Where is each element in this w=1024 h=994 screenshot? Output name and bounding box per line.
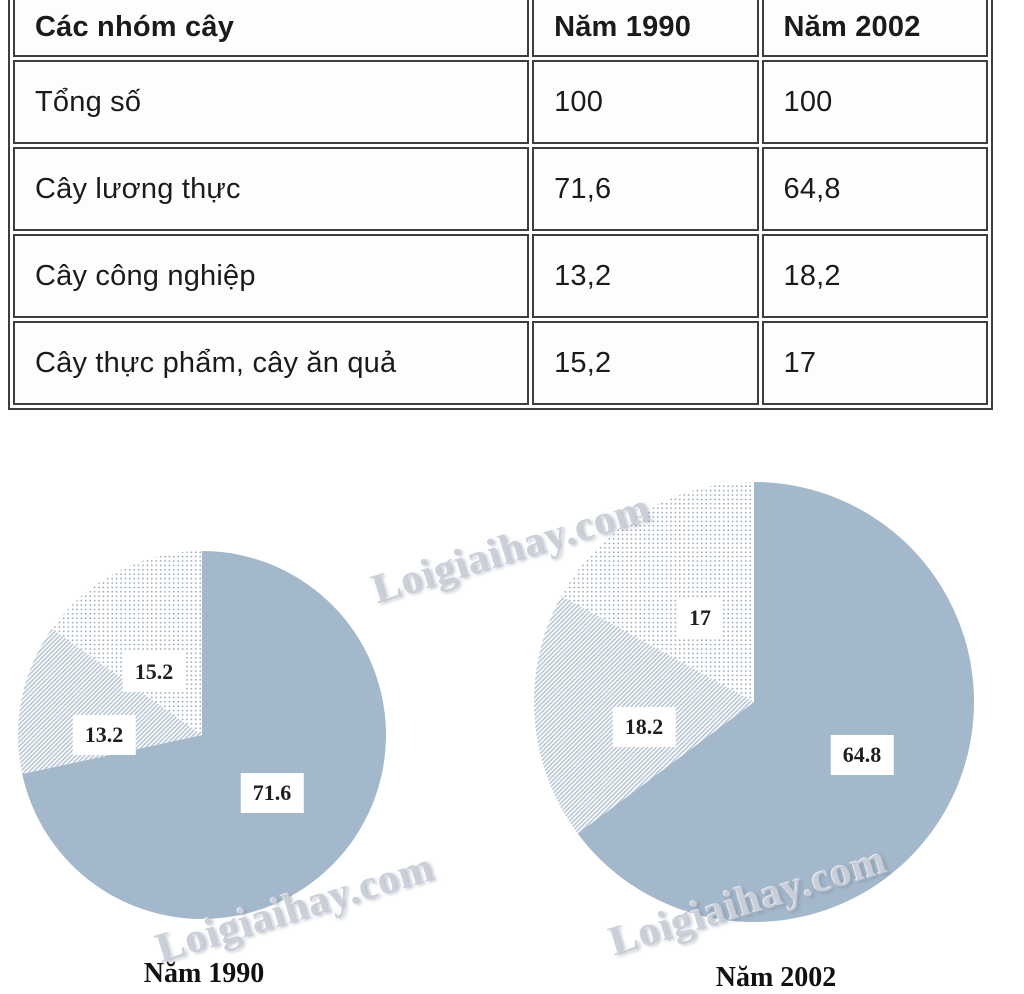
cell-1990: 13,2 — [532, 234, 759, 318]
cell-2002: 17 — [761, 321, 988, 405]
pie-slice-dots — [561, 481, 754, 702]
pie-slice-diagonal-hatch — [17, 628, 202, 775]
row-label: Cây thực phẩm, cây ăn quả — [13, 321, 530, 405]
table-header-row: Các nhóm cây Năm 1990 Năm 2002 — [13, 0, 988, 57]
col-header-crop-groups: Các nhóm cây — [13, 0, 530, 57]
pie-label-1990-luong-thuc: 71.6 — [240, 773, 304, 813]
table-row: Cây lương thực 71,6 64,8 — [13, 147, 988, 231]
cell-2002: 64,8 — [761, 147, 988, 231]
pie-label-2002-luong-thuc: 64.8 — [830, 735, 894, 775]
pie-caption-2002: Năm 2002 — [715, 962, 837, 993]
row-label: Cây công nghiệp — [13, 234, 530, 318]
col-header-year-2002: Năm 2002 — [761, 0, 988, 57]
crop-structure-table: Các nhóm cây Năm 1990 Năm 2002 Tổng số 1… — [8, 0, 993, 410]
pie-label-1990-cong-nghiep: 13.2 — [72, 715, 136, 755]
pie-label-2002-thuc-pham: 17 — [677, 598, 723, 638]
pie-caption-1990: Năm 1990 — [143, 958, 265, 989]
cell-1990: 15,2 — [532, 321, 759, 405]
col-header-year-1990: Năm 1990 — [532, 0, 759, 57]
pie-chart-2002 — [533, 481, 975, 922]
cell-2002: 18,2 — [761, 234, 988, 318]
row-label: Cây lương thực — [13, 147, 530, 231]
table-row: Tổng số 100 100 — [13, 60, 988, 144]
table-row: Cây thực phẩm, cây ăn quả 15,2 17 — [13, 321, 988, 405]
table-row: Cây công nghiệp 13,2 18,2 — [13, 234, 988, 318]
crop-structure-table-wrap: Các nhóm cây Năm 1990 Năm 2002 Tổng số 1… — [8, 0, 993, 410]
cell-1990: 71,6 — [532, 147, 759, 231]
pie-label-2002-cong-nghiep: 18.2 — [612, 707, 676, 747]
pie-label-1990-thuc-pham: 15.2 — [122, 652, 186, 692]
cell-2002: 100 — [761, 60, 988, 144]
pie-slice-solid — [22, 551, 386, 919]
pie-slice-solid — [577, 482, 975, 922]
row-label: Tổng số — [13, 60, 530, 144]
cell-1990: 100 — [532, 60, 759, 144]
